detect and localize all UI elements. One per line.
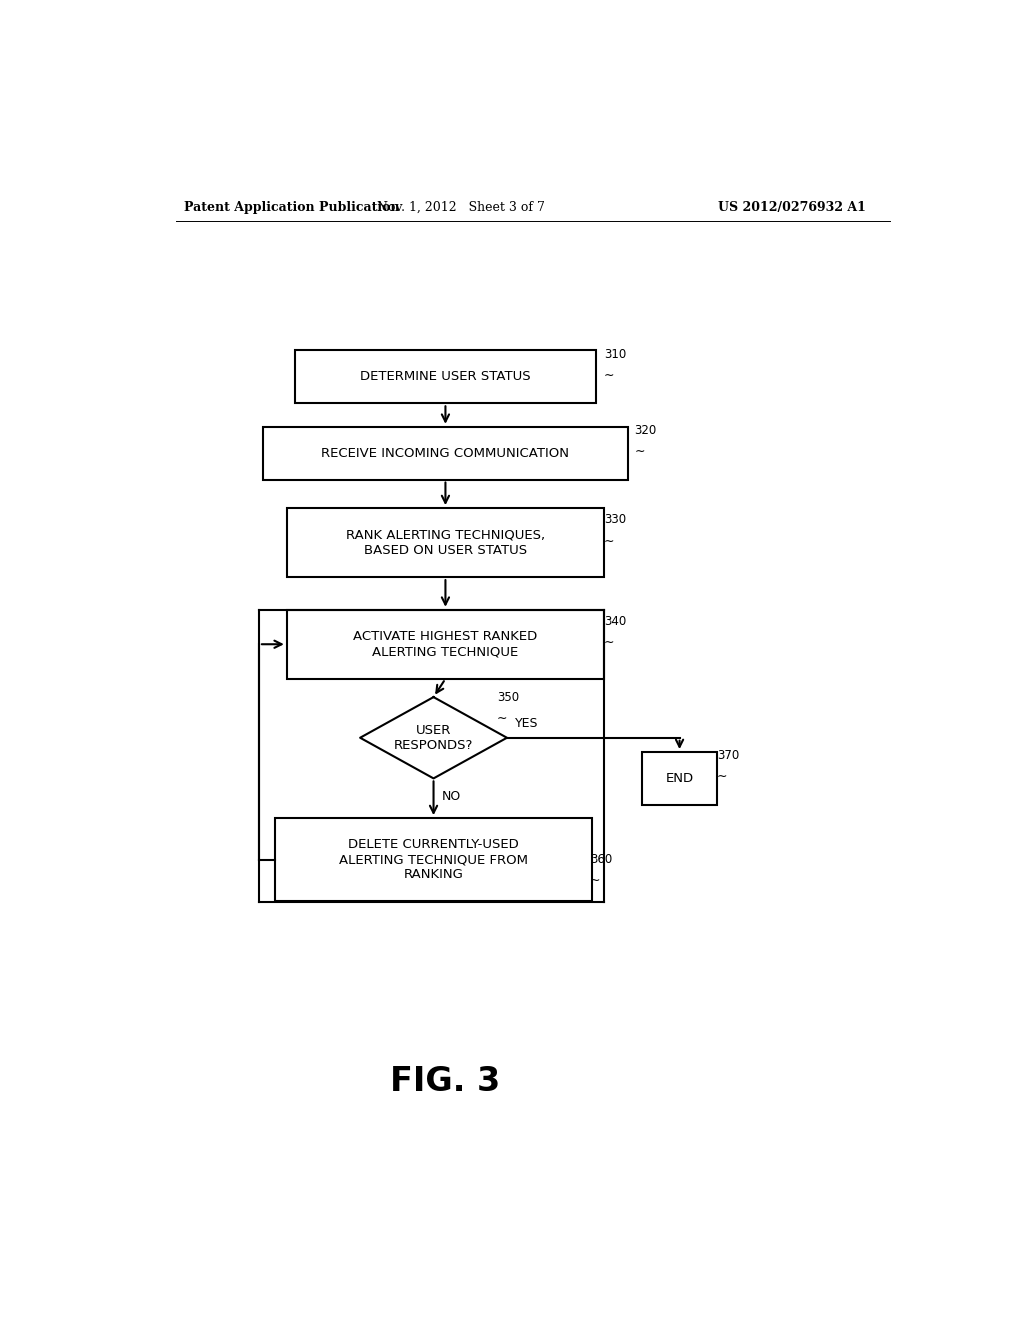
Text: ACTIVATE HIGHEST RANKED
ALERTING TECHNIQUE: ACTIVATE HIGHEST RANKED ALERTING TECHNIQ… bbox=[353, 630, 538, 659]
Text: 360: 360 bbox=[590, 853, 612, 866]
Text: 320: 320 bbox=[634, 424, 656, 437]
Text: ∼: ∼ bbox=[604, 636, 614, 649]
Text: US 2012/0276932 A1: US 2012/0276932 A1 bbox=[718, 201, 866, 214]
Text: ∼: ∼ bbox=[634, 445, 645, 458]
FancyBboxPatch shape bbox=[274, 818, 592, 902]
Text: 370: 370 bbox=[717, 750, 739, 762]
Text: 340: 340 bbox=[604, 615, 627, 628]
FancyBboxPatch shape bbox=[287, 508, 604, 577]
Text: USER
RESPONDS?: USER RESPONDS? bbox=[394, 723, 473, 752]
Text: FIG. 3: FIG. 3 bbox=[390, 1065, 501, 1098]
Text: YES: YES bbox=[515, 717, 539, 730]
Text: ∼: ∼ bbox=[497, 713, 508, 725]
Text: ∼: ∼ bbox=[604, 535, 614, 548]
FancyBboxPatch shape bbox=[295, 351, 596, 404]
FancyBboxPatch shape bbox=[263, 426, 628, 479]
Text: ∼: ∼ bbox=[590, 874, 600, 887]
FancyBboxPatch shape bbox=[642, 752, 717, 805]
FancyBboxPatch shape bbox=[287, 610, 604, 678]
Text: ∼: ∼ bbox=[717, 771, 727, 783]
Text: NO: NO bbox=[441, 791, 461, 803]
Text: Patent Application Publication: Patent Application Publication bbox=[183, 201, 399, 214]
Text: 310: 310 bbox=[604, 347, 627, 360]
Text: 330: 330 bbox=[604, 513, 627, 527]
Text: RANK ALERTING TECHNIQUES,
BASED ON USER STATUS: RANK ALERTING TECHNIQUES, BASED ON USER … bbox=[346, 528, 545, 557]
Text: DETERMINE USER STATUS: DETERMINE USER STATUS bbox=[360, 371, 530, 383]
Text: DELETE CURRENTLY-USED
ALERTING TECHNIQUE FROM
RANKING: DELETE CURRENTLY-USED ALERTING TECHNIQUE… bbox=[339, 838, 528, 882]
Polygon shape bbox=[360, 697, 507, 779]
Text: RECEIVE INCOMING COMMUNICATION: RECEIVE INCOMING COMMUNICATION bbox=[322, 446, 569, 459]
Text: ∼: ∼ bbox=[604, 368, 614, 381]
Text: Nov. 1, 2012   Sheet 3 of 7: Nov. 1, 2012 Sheet 3 of 7 bbox=[378, 201, 545, 214]
Text: END: END bbox=[666, 772, 693, 785]
Text: 350: 350 bbox=[497, 692, 519, 704]
